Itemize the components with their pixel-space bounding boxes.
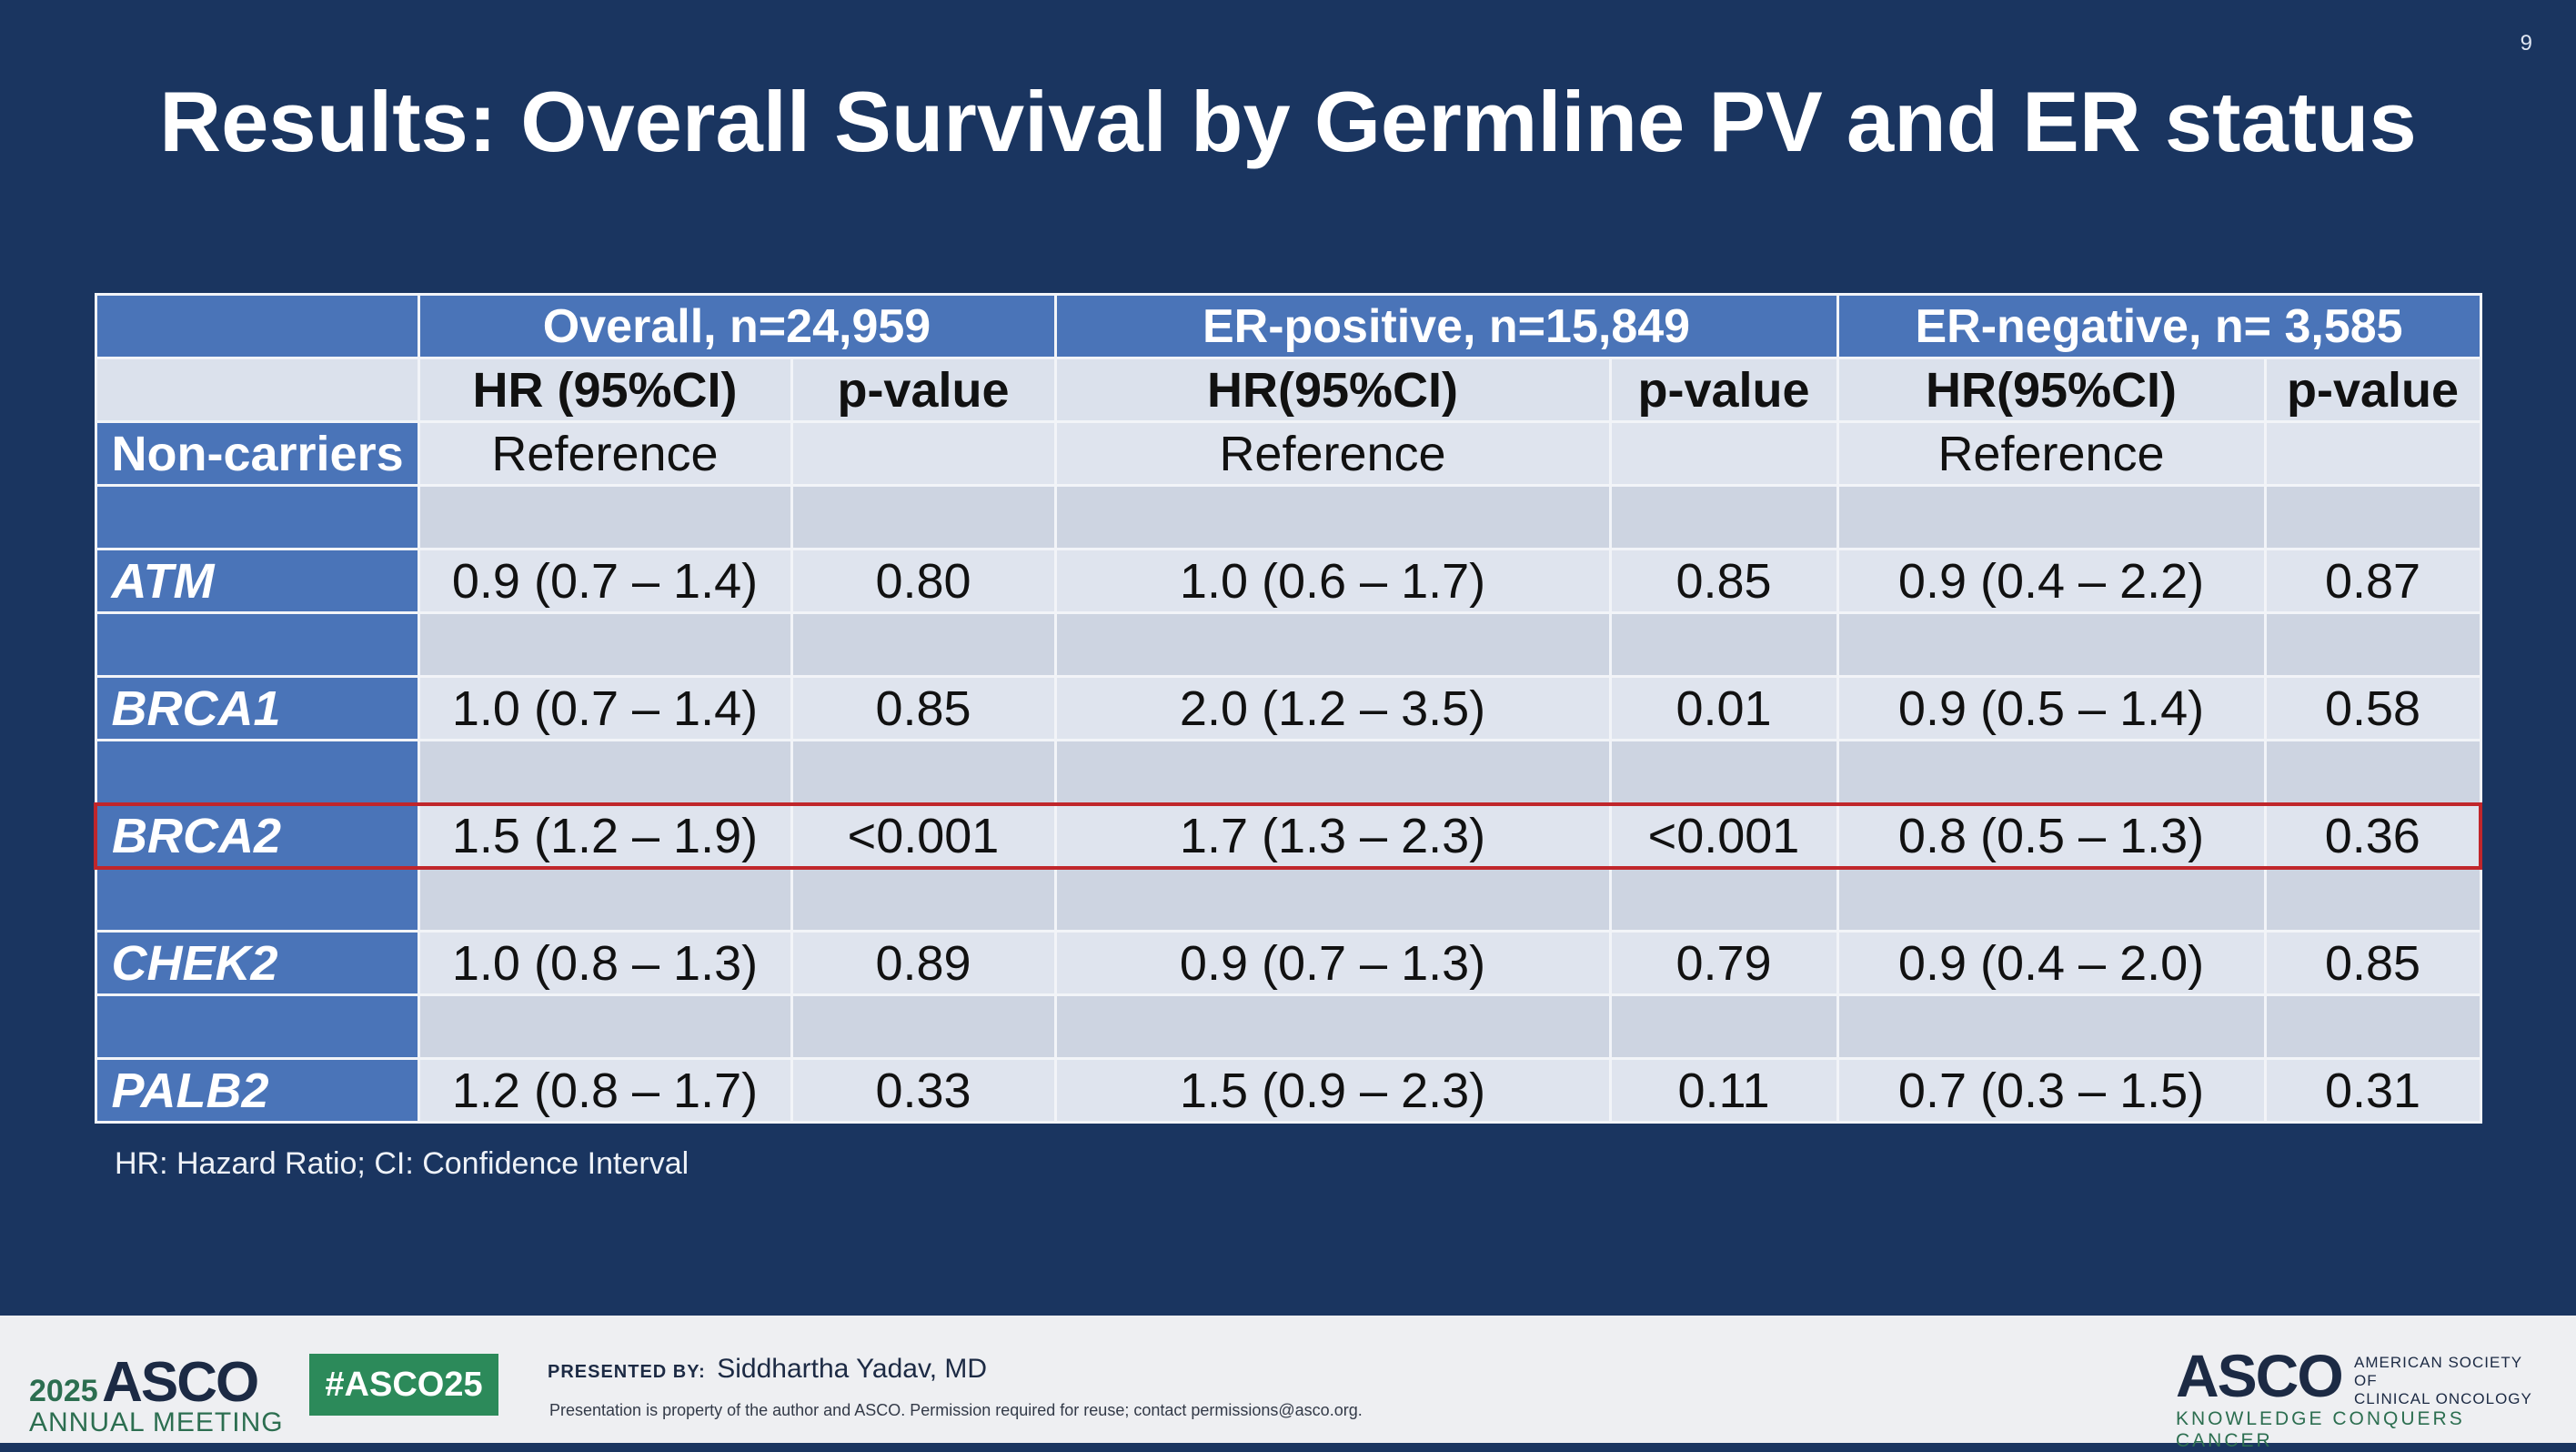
table-cell: <0.001: [790, 802, 1057, 870]
subheader-p: p-value: [790, 357, 1057, 423]
table-cell: 0.9 (0.4 – 2.0): [1836, 930, 2267, 996]
rights-notice: Presentation is property of the author a…: [549, 1401, 1363, 1419]
hashtag-badge: #ASCO25: [309, 1354, 498, 1416]
table-cell: 1.0 (0.8 – 1.3): [417, 930, 793, 996]
spacer-row: [94, 611, 2482, 678]
highlighted-row: BRCA2 1.5 (1.2 – 1.9) <0.001 1.7 (1.3 – …: [94, 802, 2483, 870]
row-label: ATM: [94, 548, 420, 614]
subheader-p: p-value: [1608, 357, 1839, 423]
group-er-positive: ER-positive, n=15,849: [1053, 293, 1839, 359]
row-label: BRCA2: [94, 802, 420, 870]
spacer-row: [94, 739, 2482, 805]
table-cell: 0.11: [1608, 1057, 1839, 1124]
row-label: BRCA1: [94, 675, 420, 741]
table-cell: 0.9 (0.5 – 1.4): [1836, 675, 2267, 741]
table-cell: 1.5 (1.2 – 1.9): [417, 802, 793, 870]
spacer-row: [94, 484, 2482, 550]
table-cell: 0.89: [790, 930, 1057, 996]
subheader-row: HR (95%CI) p-value HR(95%CI) p-value HR(…: [94, 357, 2482, 423]
reference-cell: Reference: [417, 420, 793, 487]
asco-logo: ASCO AMERICAN SOCIETY OF CLINICAL ONCOLO…: [2176, 1341, 2540, 1451]
meeting-year: 2025: [29, 1374, 98, 1408]
table-cell: 1.7 (1.3 – 2.3): [1053, 802, 1612, 870]
table-cell: 0.36: [2263, 802, 2483, 870]
table-cell: 0.85: [790, 675, 1057, 741]
subheader-corner: [94, 357, 420, 423]
table-cell: 0.33: [790, 1057, 1057, 1124]
reference-cell: Reference: [1053, 420, 1612, 487]
logo-word: ASCO: [2176, 1342, 2344, 1409]
footnote: HR: Hazard Ratio; CI: Confidence Interva…: [115, 1146, 689, 1181]
spacer-row: [94, 993, 2482, 1060]
group-header-row: Overall, n=24,959 ER-positive, n=15,849 …: [94, 293, 2482, 359]
subheader-hr: HR(95%CI): [1053, 357, 1612, 423]
logo-tagline: KNOWLEDGE CONQUERS CANCER: [2176, 1408, 2465, 1451]
subheader-hr: HR (95%CI): [417, 357, 793, 423]
table-cell: 0.31: [2263, 1057, 2482, 1124]
table-cell: 0.85: [2263, 930, 2482, 996]
footer-bar: 2025 ASCO ANNUAL MEETING #ASCO25 PRESENT…: [0, 1316, 2576, 1451]
table-cell: 1.0 (0.6 – 1.7): [1053, 548, 1612, 614]
meeting-label: ANNUAL MEETING: [29, 1407, 284, 1437]
table-cell: 0.01: [1608, 675, 1839, 741]
table-cell: 0.85: [1608, 548, 1839, 614]
results-table: Overall, n=24,959 ER-positive, n=15,849 …: [94, 293, 2483, 1124]
presenter-name: Siddhartha Yadav, MD: [717, 1354, 988, 1384]
presented-by-label: PRESENTED BY:: [548, 1362, 706, 1382]
table-cell: 0.79: [1608, 930, 1839, 996]
table-cell: 0.9 (0.7 – 1.3): [1053, 930, 1612, 996]
logo-society: AMERICAN SOCIETY OF CLINICAL ONCOLOGY: [2354, 1354, 2532, 1407]
subheader-hr: HR(95%CI): [1836, 357, 2267, 423]
table-cell: 0.80: [790, 548, 1057, 614]
annual-meeting-logo: 2025 ASCO ANNUAL MEETING: [29, 1350, 284, 1438]
table-cell: 0.9 (0.7 – 1.4): [417, 548, 793, 614]
table-cell: 0.7 (0.3 – 1.5): [1836, 1057, 2267, 1124]
spacer-row: [94, 866, 2482, 933]
table-cell: 1.5 (0.9 – 2.3): [1053, 1057, 1612, 1124]
slide-number: 9: [2520, 31, 2532, 55]
table-cell: 0.9 (0.4 – 2.2): [1836, 548, 2267, 614]
corner-cell: [94, 293, 420, 359]
group-er-negative: ER-negative, n= 3,585: [1836, 293, 2482, 359]
table-cell: 1.0 (0.7 – 1.4): [417, 675, 793, 741]
table-cell: 2.0 (1.2 – 3.5): [1053, 675, 1612, 741]
slide-title: Results: Overall Survival by Germline PV…: [159, 74, 2417, 169]
meeting-brand: ASCO: [102, 1351, 259, 1414]
table-row: ATM 0.9 (0.7 – 1.4) 0.80 1.0 (0.6 – 1.7)…: [94, 548, 2482, 614]
table-row: CHEK2 1.0 (0.8 – 1.3) 0.89 0.9 (0.7 – 1.…: [94, 930, 2482, 996]
presented-by: PRESENTED BY: Siddhartha Yadav, MD: [548, 1354, 987, 1385]
table-cell: 0.8 (0.5 – 1.3): [1836, 802, 2267, 870]
row-label: Non-carriers: [94, 420, 420, 487]
table-row: BRCA1 1.0 (0.7 – 1.4) 0.85 2.0 (1.2 – 3.…: [94, 675, 2482, 741]
table-cell: 1.2 (0.8 – 1.7): [417, 1057, 793, 1124]
reference-cell: Reference: [1836, 420, 2267, 487]
reference-row: Non-carriers Reference Reference Referen…: [94, 420, 2482, 487]
subheader-p: p-value: [2263, 357, 2482, 423]
row-label: PALB2: [94, 1057, 420, 1124]
table-cell: <0.001: [1608, 802, 1839, 870]
table-cell: 0.87: [2263, 548, 2482, 614]
table-cell: 0.58: [2263, 675, 2482, 741]
group-overall: Overall, n=24,959: [417, 293, 1057, 359]
table-row: PALB2 1.2 (0.8 – 1.7) 0.33 1.5 (0.9 – 2.…: [94, 1057, 2482, 1124]
row-label: CHEK2: [94, 930, 420, 996]
